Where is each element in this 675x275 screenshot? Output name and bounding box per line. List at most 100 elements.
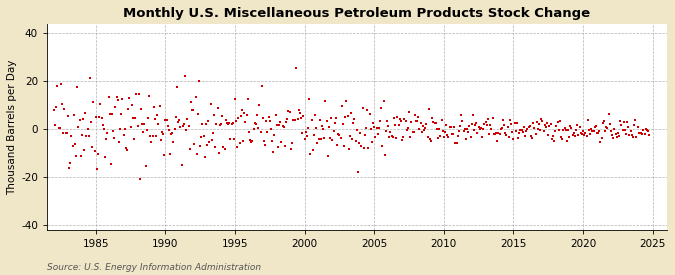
Point: [239, 111, 250, 115]
Point: [107, 112, 117, 117]
Point: [468, 112, 479, 117]
Point: [637, 132, 647, 137]
Point: [518, 125, 529, 129]
Point: [255, 130, 266, 134]
Point: [294, 111, 305, 116]
Point: [451, 141, 462, 145]
Point: [246, 140, 256, 144]
Point: [242, 96, 253, 101]
Point: [562, 139, 572, 143]
Point: [231, 119, 242, 123]
Point: [286, 141, 297, 145]
Point: [238, 139, 248, 143]
Point: [614, 133, 624, 138]
Point: [320, 99, 331, 103]
Point: [108, 129, 119, 133]
Point: [331, 143, 342, 147]
Point: [305, 152, 316, 156]
Point: [496, 126, 507, 130]
Point: [431, 127, 442, 131]
Point: [257, 116, 268, 120]
Point: [508, 137, 519, 141]
Point: [583, 117, 593, 122]
Point: [124, 96, 135, 100]
Point: [568, 130, 579, 135]
Point: [456, 113, 466, 117]
Point: [520, 133, 531, 138]
Point: [325, 136, 335, 140]
Point: [273, 145, 284, 150]
Point: [624, 133, 635, 138]
Point: [220, 118, 231, 122]
Point: [100, 155, 111, 160]
Point: [603, 112, 614, 116]
Point: [58, 131, 69, 136]
Point: [163, 128, 174, 133]
Point: [103, 95, 114, 99]
Point: [202, 142, 213, 147]
Point: [499, 123, 510, 127]
Point: [92, 167, 103, 171]
Point: [252, 113, 263, 117]
Point: [436, 118, 447, 122]
Point: [369, 124, 379, 129]
Point: [329, 120, 340, 125]
Point: [379, 153, 390, 157]
Point: [391, 136, 402, 141]
Point: [521, 128, 532, 133]
Point: [234, 141, 245, 145]
Point: [70, 142, 80, 146]
Point: [615, 119, 626, 123]
Point: [387, 135, 398, 139]
Point: [394, 123, 404, 127]
Point: [178, 122, 189, 127]
Point: [89, 149, 100, 153]
Point: [620, 127, 630, 132]
Point: [589, 125, 600, 129]
Point: [554, 119, 565, 123]
Point: [413, 114, 424, 119]
Point: [344, 133, 355, 138]
Point: [512, 121, 522, 126]
Point: [463, 130, 474, 134]
Point: [465, 135, 476, 139]
Point: [542, 120, 553, 125]
Point: [323, 125, 334, 129]
Point: [210, 145, 221, 149]
Point: [558, 128, 569, 133]
Point: [362, 108, 373, 112]
Point: [304, 97, 315, 101]
Point: [74, 118, 85, 123]
Point: [458, 128, 469, 133]
Point: [340, 115, 350, 119]
Point: [134, 177, 145, 181]
Point: [528, 121, 539, 125]
Point: [410, 119, 421, 123]
Point: [166, 132, 177, 136]
Point: [575, 131, 586, 135]
Point: [173, 120, 184, 124]
Point: [610, 132, 621, 136]
Point: [86, 120, 97, 125]
Point: [207, 131, 218, 135]
Point: [152, 113, 163, 117]
Point: [294, 108, 304, 112]
Point: [88, 100, 99, 104]
Point: [66, 133, 77, 138]
Point: [213, 151, 224, 155]
Point: [412, 119, 423, 124]
Point: [183, 124, 194, 128]
Point: [78, 117, 88, 122]
Point: [283, 109, 294, 113]
Point: [480, 120, 491, 125]
Point: [50, 123, 61, 128]
Point: [636, 131, 647, 135]
Point: [189, 142, 200, 146]
Point: [425, 137, 435, 141]
Point: [602, 126, 613, 131]
Point: [618, 120, 629, 124]
Point: [522, 127, 533, 131]
Point: [51, 104, 61, 109]
Point: [328, 128, 339, 133]
Point: [370, 135, 381, 139]
